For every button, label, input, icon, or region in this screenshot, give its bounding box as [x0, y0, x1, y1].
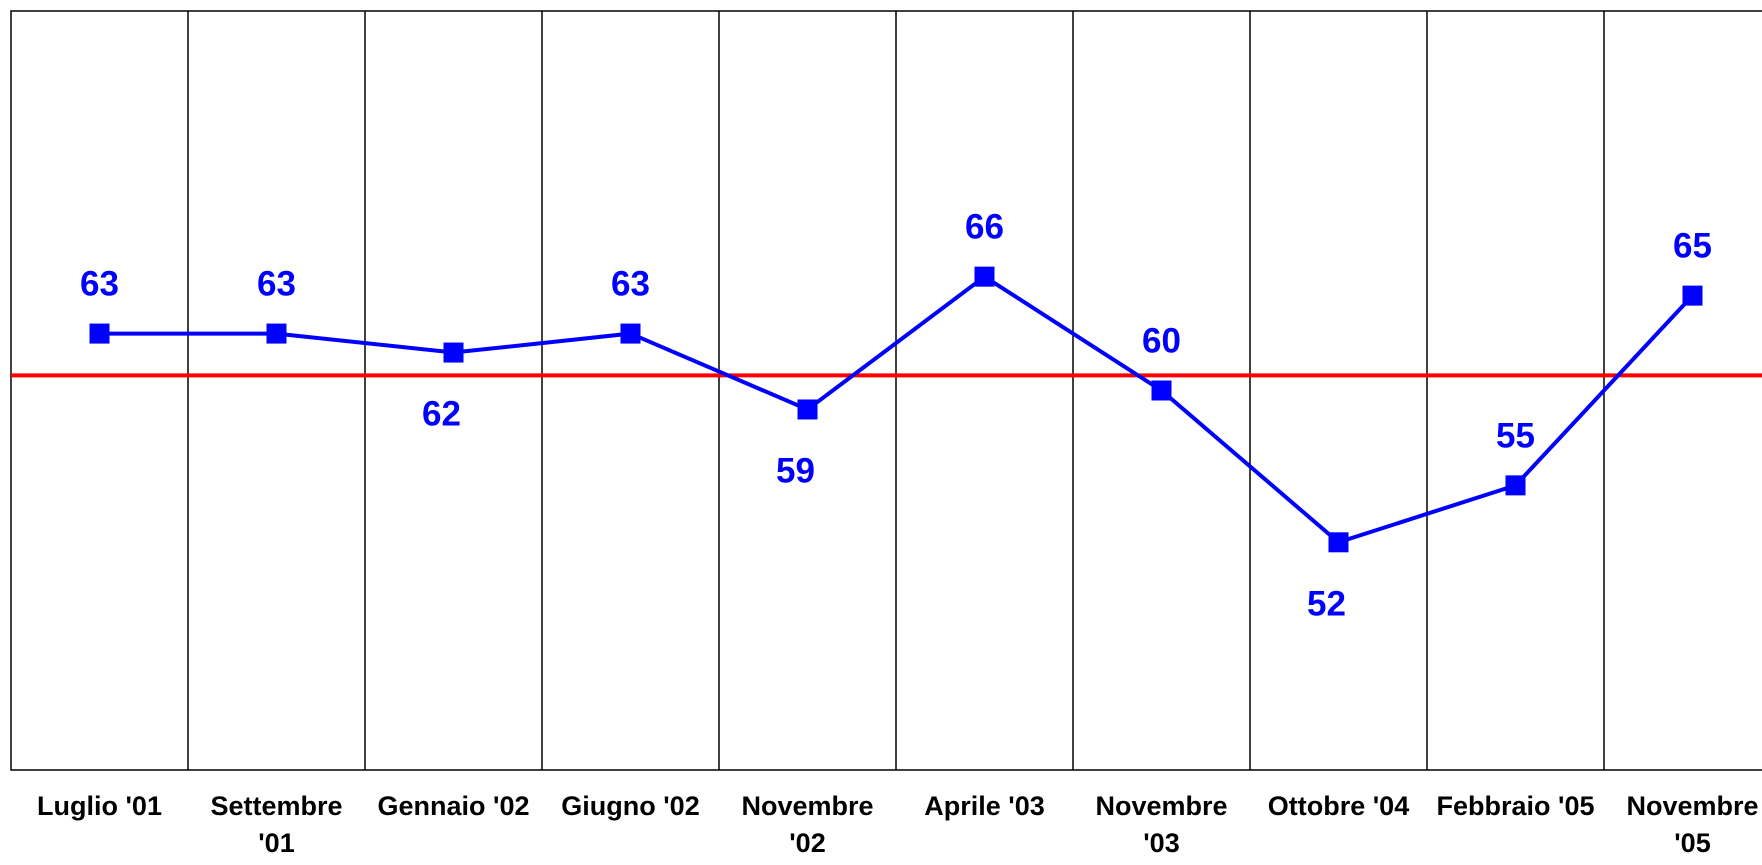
x-tick-label-line: '01: [258, 828, 294, 858]
data-label: 60: [1142, 322, 1181, 361]
x-tick-label: Gennaio '02: [378, 791, 530, 821]
data-label: 63: [611, 265, 650, 304]
plot-frame: [10, 10, 1762, 771]
data-label: 63: [80, 265, 119, 304]
x-tick-label-line: '03: [1143, 828, 1179, 858]
data-label: 59: [776, 451, 815, 490]
data-point: [797, 399, 818, 420]
data-point: [1682, 285, 1703, 306]
data-label: 65: [1673, 227, 1712, 266]
data-point: [1328, 532, 1349, 553]
data-label: 55: [1496, 416, 1535, 455]
data-point: [89, 323, 110, 344]
data-point: [443, 342, 464, 363]
x-tick-label-line: '05: [1674, 828, 1710, 858]
x-tick-label: Aprile '03: [924, 791, 1044, 821]
data-point: [266, 323, 287, 344]
x-tick-label: Luglio '01: [37, 791, 162, 821]
x-tick-label: Ottobre '04: [1268, 791, 1409, 821]
x-tick-label-line: Novembre: [741, 791, 873, 821]
data-point: [1151, 380, 1172, 401]
x-tick-label: Settembre '01: [210, 791, 342, 858]
x-tick-label: Novembre '02: [741, 791, 873, 858]
x-tick-label: Novembre '05: [1626, 791, 1758, 858]
x-tick-label-line: Novembre: [1626, 791, 1758, 821]
data-label: 63: [257, 265, 296, 304]
data-label: 62: [422, 395, 461, 434]
data-point: [620, 323, 641, 344]
x-tick-label-line: '02: [789, 828, 825, 858]
x-tick-label: Giugno '02: [561, 791, 699, 821]
x-tick-label-line: Novembre: [1095, 791, 1227, 821]
data-point: [974, 266, 995, 287]
x-tick-label: Novembre '03: [1095, 791, 1227, 858]
series-line: [99, 274, 1694, 545]
data-label: 66: [965, 208, 1004, 247]
data-point: [1505, 475, 1526, 496]
x-tick-label: Febbraio '05: [1437, 791, 1595, 821]
x-tick-label-line: Settembre: [210, 791, 342, 821]
data-label: 52: [1307, 584, 1346, 623]
